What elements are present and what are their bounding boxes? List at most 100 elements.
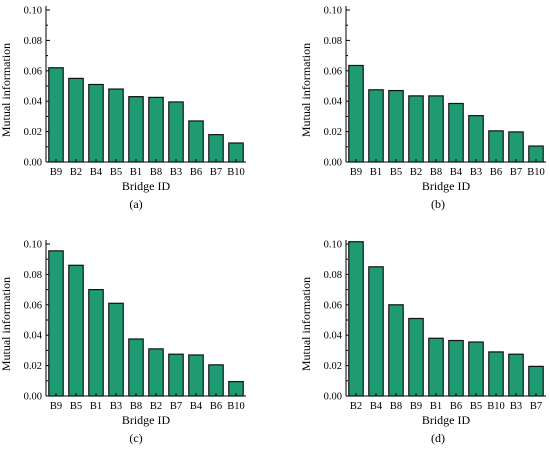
x-tick-label: B1: [430, 401, 442, 412]
bar-B10: [488, 351, 504, 397]
x-tick-label: B7: [210, 167, 222, 178]
x-tick-label: B5: [70, 401, 82, 412]
panel-label-b: (b): [431, 197, 445, 211]
bar-B7: [528, 365, 544, 397]
bar-B8: [428, 95, 444, 163]
x-tick-label: B4: [190, 401, 203, 412]
bar-B8: [148, 96, 164, 163]
x-tick-label: B7: [170, 401, 182, 412]
bar-B9: [408, 317, 424, 397]
x-tick-label: B6: [490, 167, 502, 178]
y-tick-label: 0.10: [324, 6, 342, 17]
y-tick-label: 0.10: [324, 240, 342, 251]
y-tick-label: 0.08: [24, 270, 42, 281]
bar-B1: [368, 89, 384, 163]
bar-B6: [488, 130, 504, 163]
chart-panel-d: 0.00 0.02 0.04 0.06 0.08 0.10 B2 B4 B8 B9 B1 B6 B5 B1…: [299, 240, 546, 427]
x-tick-label: B10: [227, 401, 245, 412]
bar-B4: [448, 102, 464, 163]
bar-B1: [88, 289, 104, 397]
x-tick-label: B9: [350, 167, 362, 178]
y-tick-label: 0.10: [24, 6, 42, 17]
x-tick-label: B2: [350, 401, 362, 412]
bar-B6: [208, 364, 224, 397]
bar-B5: [108, 88, 124, 163]
x-tick-label: B10: [487, 401, 505, 412]
x-tick-label: B6: [190, 167, 202, 178]
y-tick-label: 0.00: [324, 392, 342, 403]
y-tick-label: 0.06: [324, 300, 342, 311]
y-axis-label: Mutual information: [299, 277, 313, 371]
x-tick-label: B8: [430, 167, 442, 178]
x-tick-label: B5: [110, 167, 122, 178]
y-tick-label: 0.02: [24, 127, 42, 138]
bar-B9: [348, 64, 364, 163]
bar-B5: [468, 341, 484, 397]
bar-B8: [128, 338, 144, 397]
bar-B9: [48, 67, 64, 163]
y-tick-label: 0.08: [24, 36, 42, 47]
x-tick-label: B5: [390, 167, 402, 178]
bar-B1: [128, 96, 144, 163]
bar-B2: [348, 241, 364, 397]
x-tick-label: B7: [530, 401, 542, 412]
bar-B7: [508, 131, 524, 163]
x-tick-label: B2: [70, 167, 82, 178]
chart-panel-b: 0.00 0.02 0.04 0.06 0.08 0.10 B9 B1 B5 B2 B8 B4 B3 B6…: [299, 6, 546, 193]
x-tick-label: B4: [370, 401, 383, 412]
y-tick-label: 0.04: [324, 331, 343, 342]
bar-B4: [368, 266, 384, 397]
y-tick-label: 0.02: [324, 361, 342, 372]
y-tick-label: 0.06: [24, 66, 42, 77]
x-tick-label: B8: [390, 401, 402, 412]
bar-B3: [508, 353, 524, 397]
y-tick-label: 0.08: [324, 270, 342, 281]
x-tick-label: B2: [410, 167, 422, 178]
x-tick-label: B3: [110, 401, 122, 412]
x-axis-label: Bridge ID: [122, 179, 171, 193]
y-axis-label: Mutual information: [0, 43, 13, 137]
bar-B2: [68, 77, 84, 163]
y-axis-label: Mutual information: [299, 43, 313, 137]
x-tick-label: B4: [450, 167, 463, 178]
x-axis-label: Bridge ID: [422, 413, 471, 427]
bar-B5: [388, 89, 404, 163]
x-axis-label: Bridge ID: [422, 179, 471, 193]
bar-B3: [168, 101, 184, 163]
y-tick-label: 0.00: [324, 158, 342, 169]
x-tick-label: B5: [470, 401, 482, 412]
y-tick-label: 0.04: [324, 97, 343, 108]
x-tick-label: B10: [527, 167, 545, 178]
y-tick-label: 0.00: [24, 392, 42, 403]
y-tick-label: 0.04: [24, 97, 43, 108]
chart-panel-c: 0.00 0.02 0.04 0.06 0.08 0.10 B9 B5 B1 B3 B8 B2 B7 B4…: [0, 240, 246, 427]
bar-B6: [448, 339, 464, 397]
y-tick-label: 0.00: [24, 158, 42, 169]
bar-B7: [168, 353, 184, 397]
x-axis-label: Bridge ID: [122, 413, 171, 427]
x-tick-label: B7: [510, 167, 522, 178]
x-tick-label: B9: [50, 401, 62, 412]
y-tick-label: 0.08: [324, 36, 342, 47]
bar-B1: [428, 337, 444, 397]
panel-label-c: (c): [129, 431, 143, 445]
x-tick-label: B9: [410, 401, 422, 412]
x-tick-label: B9: [50, 167, 62, 178]
x-tick-label: B1: [90, 401, 102, 412]
bar-B4: [188, 354, 204, 397]
bar-B7: [208, 134, 224, 163]
panel-label-a: (a): [129, 197, 143, 211]
x-tick-label: B4: [90, 167, 103, 178]
y-tick-label: 0.06: [24, 300, 42, 311]
x-tick-label: B3: [510, 401, 522, 412]
x-tick-label: B6: [450, 401, 462, 412]
x-tick-label: B6: [210, 401, 222, 412]
x-tick-label: B8: [130, 401, 142, 412]
bar-B9: [48, 250, 64, 397]
y-tick-label: 0.04: [24, 331, 43, 342]
x-tick-label: B3: [470, 167, 482, 178]
x-tick-label: B10: [227, 167, 245, 178]
chart-panel-a: 0.00 0.02 0.04 0.06 0.08 0.10 B9 B2 B4 B5 B1 B8 B3 B6…: [0, 6, 246, 193]
